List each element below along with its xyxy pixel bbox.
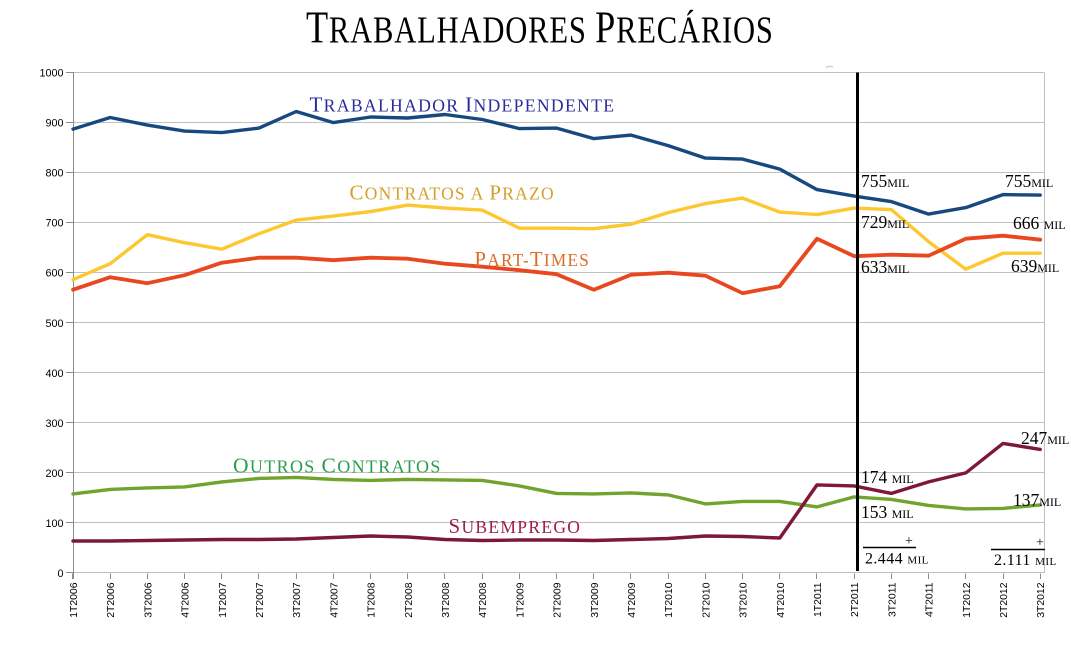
svg-text:700: 700 xyxy=(45,218,63,230)
svg-text:3T2012: 3T2012 xyxy=(1036,582,1047,617)
svg-text:TRABALHADOR INDEPENDENTE: TRABALHADOR INDEPENDENTE xyxy=(310,92,616,116)
svg-text:1T2009: 1T2009 xyxy=(515,582,526,617)
svg-text:633mil: 633mil xyxy=(861,257,909,277)
svg-text:666 mil: 666 mil xyxy=(1013,213,1066,233)
svg-text:600: 600 xyxy=(45,268,63,280)
svg-text:+: + xyxy=(905,534,913,549)
svg-text:729mil: 729mil xyxy=(861,212,909,232)
svg-text:247mil: 247mil xyxy=(1021,428,1069,448)
svg-text:2T2010: 2T2010 xyxy=(701,582,712,617)
svg-text:PART-TIMES: PART-TIMES xyxy=(475,247,591,272)
svg-text:639mil: 639mil xyxy=(1011,256,1059,276)
svg-text:137mil: 137mil xyxy=(1013,490,1061,510)
svg-text:4T2010: 4T2010 xyxy=(776,582,787,617)
svg-text:153 mil: 153 mil xyxy=(861,502,914,522)
svg-text:400: 400 xyxy=(45,368,63,380)
svg-text:900: 900 xyxy=(45,118,63,130)
svg-text:1T2006: 1T2006 xyxy=(69,582,80,617)
svg-text:0: 0 xyxy=(57,568,63,580)
svg-text:2.444 mil: 2.444 mil xyxy=(865,551,929,568)
svg-text:4T2009: 4T2009 xyxy=(627,582,638,617)
svg-text:1T2010: 1T2010 xyxy=(664,582,675,617)
svg-text:174 mil: 174 mil xyxy=(861,467,914,487)
svg-text:2T2006: 2T2006 xyxy=(106,582,117,617)
svg-text:1T2012: 1T2012 xyxy=(962,582,973,617)
svg-text:3T2010: 3T2010 xyxy=(739,582,750,617)
svg-text:4T2007: 4T2007 xyxy=(329,582,340,617)
svg-text:1000: 1000 xyxy=(39,68,63,80)
svg-text:100: 100 xyxy=(45,518,63,530)
svg-text:2T2008: 2T2008 xyxy=(404,582,415,617)
svg-text:2T2009: 2T2009 xyxy=(553,582,564,617)
svg-text:3T2011: 3T2011 xyxy=(887,582,898,617)
svg-text:3T2006: 3T2006 xyxy=(143,582,154,617)
svg-text:2T2011: 2T2011 xyxy=(850,582,861,617)
svg-text:+: + xyxy=(1036,536,1044,551)
svg-text:800: 800 xyxy=(45,168,63,180)
svg-text:3T2009: 3T2009 xyxy=(590,582,601,617)
svg-text:1T2007: 1T2007 xyxy=(218,582,229,617)
svg-text:1T2008: 1T2008 xyxy=(367,582,378,617)
svg-text:200: 200 xyxy=(45,468,63,480)
svg-text:4T2008: 4T2008 xyxy=(478,582,489,617)
svg-text:4T2006: 4T2006 xyxy=(181,582,192,617)
svg-text:2T2012: 2T2012 xyxy=(999,582,1010,617)
svg-text:755mil: 755mil xyxy=(1005,171,1053,191)
svg-text:3T2008: 3T2008 xyxy=(441,582,452,617)
svg-text:SUBEMPREGO: SUBEMPREGO xyxy=(449,514,582,538)
svg-text:2T2007: 2T2007 xyxy=(255,582,266,617)
svg-text:OUTROS CONTRATOS: OUTROS CONTRATOS xyxy=(233,454,442,478)
svg-text:2.111 mil: 2.111 mil xyxy=(994,552,1057,569)
svg-text:3T2007: 3T2007 xyxy=(292,582,303,617)
svg-text:TRABALHADORES PRECÁRIOS: TRABALHADORES PRECÁRIOS xyxy=(306,3,774,53)
svg-text:CONTRATOS A PRAZO: CONTRATOS A PRAZO xyxy=(350,180,555,204)
svg-text:4T2011: 4T2011 xyxy=(925,582,936,617)
svg-text:300: 300 xyxy=(45,418,63,430)
svg-text:1T2011: 1T2011 xyxy=(813,582,824,617)
svg-text:755mil: 755mil xyxy=(861,171,909,191)
svg-text:500: 500 xyxy=(45,318,63,330)
